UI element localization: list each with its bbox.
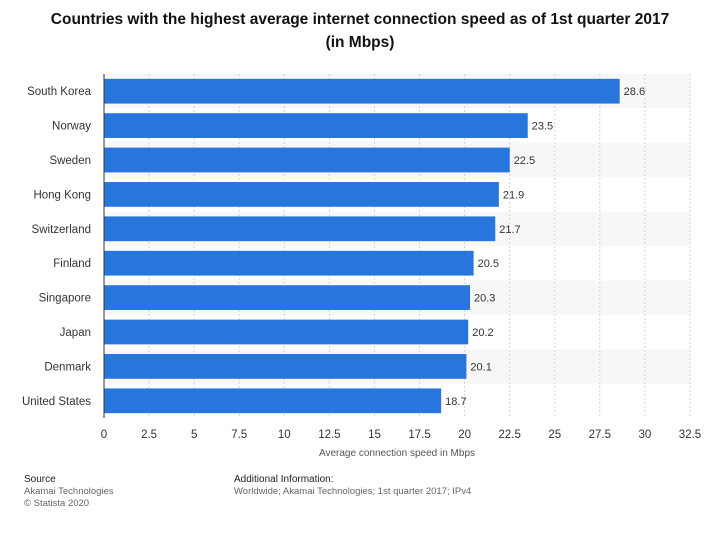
x-tick-label: 30 [639,429,652,441]
category-label: Japan [60,327,91,339]
additional-info-block: Additional Information: Worldwide; Akama… [234,474,471,498]
value-label: 20.1 [470,361,491,373]
x-tick-label: 32.5 [679,429,701,441]
bar [104,388,442,414]
source-block: Source Akamai Technologies © Statista 20… [24,474,114,510]
x-tick-label: 17.5 [408,429,430,441]
x-tick-label: 22.5 [498,429,520,441]
x-tick-label: 5 [191,429,197,441]
value-label: 28.6 [624,86,645,98]
x-tick-label: 10 [278,429,291,441]
x-tick-label: 0 [101,429,107,441]
bar [104,78,620,104]
additional-info-heading: Additional Information: [234,474,334,485]
value-label: 21.9 [503,189,524,201]
category-label: Norway [52,121,91,133]
category-label: South Korea [27,86,92,98]
value-label: 20.5 [478,258,499,270]
bars [104,78,620,414]
additional-info-text: Worldwide; Akamai Technologies; 1st quar… [234,486,472,497]
category-labels: South Korea Norway Sweden Hong Kong Switzerl… [22,86,92,408]
bar [104,354,467,379]
x-tick-label: 20 [458,429,471,441]
value-label: 23.5 [532,121,553,133]
source-heading: Source [24,474,56,485]
bar [104,250,474,276]
value-labels: 28.6 23.5 22.5 21.9 21.7 20.5 20.3 20.2 20.1 18.7 [445,86,645,408]
x-tick-label: 2.5 [141,429,157,441]
bar [104,285,471,310]
category-label: United States [22,396,91,408]
x-axis-title: Average connection speed in Mbps [319,448,475,459]
bar [104,113,528,138]
category-label: Sweden [49,155,91,167]
x-tick-label: 25 [548,429,561,441]
source-line-2: © Statista 2020 [24,498,90,509]
value-label: 20.3 [474,293,495,305]
value-label: 22.5 [514,155,535,167]
x-tick-label: 15 [368,429,381,441]
x-tick-label: 12.5 [318,429,340,441]
bar [104,147,510,173]
source-line-1: Akamai Technologies [24,486,114,497]
chart-title-line-1: Countries with the highest average inter… [50,11,670,28]
chart-title-line-2: (in Mbps) [325,34,395,51]
x-tick-label: 7.5 [231,429,247,441]
value-label: 18.7 [445,396,466,408]
chart-title: Countries with the highest average inter… [0,8,720,54]
bar [104,319,469,345]
bar [104,182,499,207]
category-label: Denmark [44,361,91,373]
category-label: Hong Kong [33,189,91,201]
category-label: Singapore [39,293,91,305]
x-tick-labels: 0 2.5 5 7.5 10 12.5 15 17.5 20 22.5 25 27.5 30 32.5 [101,429,701,441]
value-label: 21.7 [499,224,520,236]
category-label: Finland [53,258,91,270]
x-tick-label: 27.5 [589,429,611,441]
value-label: 20.2 [472,327,493,339]
category-label: Switzerland [32,224,91,236]
bar [104,216,496,242]
